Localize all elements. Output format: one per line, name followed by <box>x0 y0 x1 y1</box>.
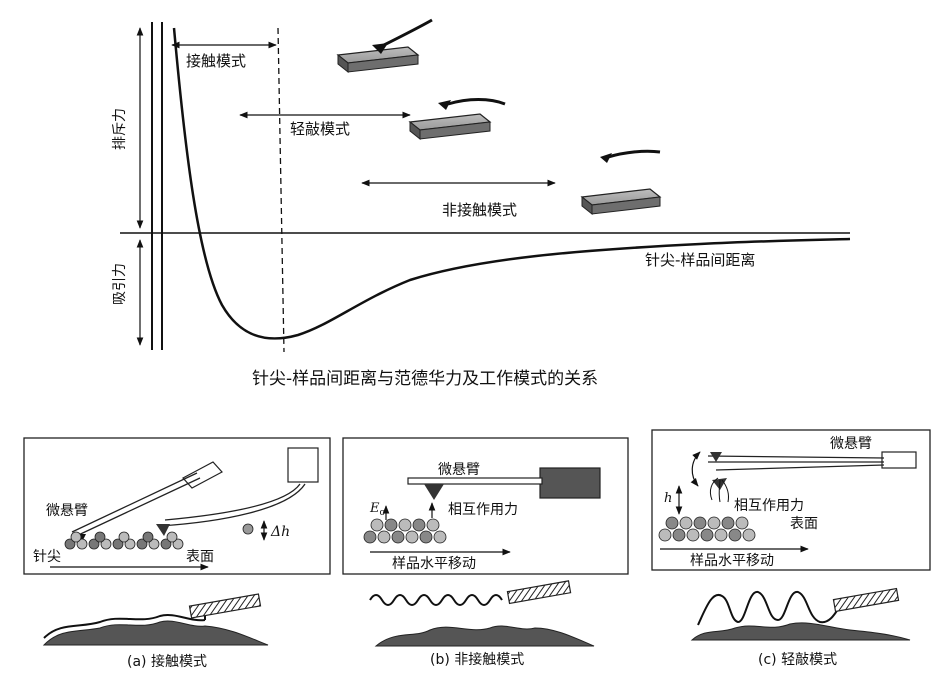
contact-boundary-dashed <box>277 27 285 353</box>
tapping-mode-label: 轻敲模式 <box>290 120 350 138</box>
repulsive-label: 排斥力 <box>112 108 128 150</box>
scan-label-b: 样品水平移动 <box>392 556 476 572</box>
panel-contact-mode: 微悬臂 针尖 表面 Δh <box>23 437 331 575</box>
tip-label-a: 针尖 <box>33 549 61 565</box>
surface-atoms-b <box>363 518 447 544</box>
figure-caption: 针尖-样品间距离与范德华力及工作模式的关系 <box>252 369 598 389</box>
cantilever-label-a: 微悬臂 <box>46 503 88 519</box>
panel-a-frame <box>23 437 331 575</box>
panel-b-frame <box>342 437 629 575</box>
cantilever-label-c: 微悬臂 <box>830 436 872 452</box>
caption-noncontact: (b) 非接触模式 <box>430 651 524 668</box>
trace-contact: (a) 接触模式 <box>42 593 269 670</box>
tapping-sample-block <box>408 98 506 141</box>
noncontact-mode-label: 非接触模式 <box>442 201 517 219</box>
caption-contact: (a) 接触模式 <box>127 653 207 670</box>
contact-mode-label: 接触模式 <box>186 52 246 70</box>
trace-noncontact: (b) 非接触模式 <box>369 580 595 668</box>
force-distance-diagram: 排斥力 吸引力 接触模式 轻敲模式 非接触模式 针尖-样品间距离 针 <box>112 18 851 389</box>
panel-tapping-mode: 微悬臂 相互作用力 表面 h 样品水平移动 <box>651 429 931 571</box>
surface-atoms-a <box>64 531 184 550</box>
force-curve <box>172 27 851 340</box>
force-label-b: 相互作用力 <box>448 502 518 518</box>
force-label-c: 相互作用力 <box>734 498 804 514</box>
surface-label-c: 表面 <box>790 516 818 532</box>
attractive-label: 吸引力 <box>112 263 128 305</box>
contact-sample-block <box>336 18 433 74</box>
surface-label-a: 表面 <box>186 549 214 565</box>
trace-tapping: (c) 轻敲模式 <box>690 587 911 668</box>
delta-h-label: Δh <box>270 524 290 540</box>
h-label: h <box>664 491 672 506</box>
e0-label: Eo <box>369 501 385 518</box>
scan-label-c: 样品水平移动 <box>690 553 774 569</box>
surface-atoms-c <box>658 516 756 542</box>
noncontact-sample-block <box>580 149 662 216</box>
panel-noncontact-mode: 微悬臂 相互作用力 Eo 样品水平移动 <box>342 437 629 575</box>
distance-axis-label: 针尖-样品间距离 <box>645 251 755 269</box>
cantilever-label-b: 微悬臂 <box>438 462 480 478</box>
caption-tapping: (c) 轻敲模式 <box>758 651 837 668</box>
